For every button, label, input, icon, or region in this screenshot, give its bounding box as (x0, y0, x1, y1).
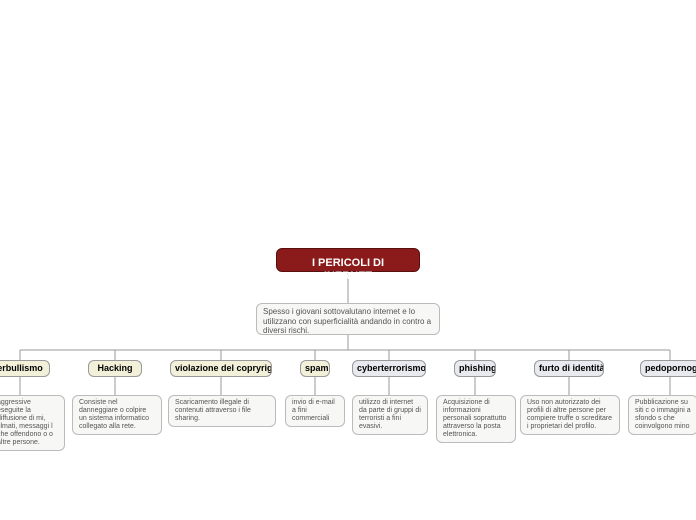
detail-text: Acquisizione di informazioni personali s… (443, 399, 506, 438)
detail-furto: Uso non autorizzato dei profili di altre… (520, 395, 620, 435)
detail-phishing: Acquisizione di informazioni personali s… (436, 395, 516, 443)
root-label: I PERICOLI DI INERNET (312, 257, 384, 282)
category-cyberbullismo: erbullismo (0, 360, 50, 377)
category-furto: furto di identità (534, 360, 604, 377)
category-pedoporno: pedopornogra (640, 360, 696, 377)
category-phishing: phishing (454, 360, 496, 377)
detail-cyberterrorismo: utilizzo di internet da parte di gruppi … (352, 395, 428, 435)
category-label: Hacking (97, 363, 132, 373)
root-node: I PERICOLI DI INERNET (276, 248, 420, 272)
category-label: cyberterrorismo (357, 363, 426, 373)
category-label: pedopornogra (645, 363, 696, 373)
detail-cyberbullismo: aggressive eseguite la diffusione di mi,… (0, 395, 65, 451)
category-hacking: Hacking (88, 360, 142, 377)
mindmap-canvas: I PERICOLI DI INERNET Spesso i giovani s… (0, 0, 696, 520)
detail-text: invio di e-mail a fini commerciali (292, 399, 335, 422)
category-cyberterrorismo: cyberterrorismo (352, 360, 426, 377)
category-label: furto di identità (539, 363, 604, 373)
description-node: Spesso i giovani sottovalutano internet … (256, 303, 440, 335)
category-violazione: violazione del copryright (170, 360, 272, 377)
detail-text: Scaricamento illegale di contenuti attra… (175, 399, 251, 422)
category-spam: spam (300, 360, 330, 377)
detail-spam: invio di e-mail a fini commerciali (285, 395, 345, 427)
detail-pedoporno: Pubblicazione su siti c o immagini a sfo… (628, 395, 696, 435)
detail-text: Consiste nel danneggiare o colpire un si… (79, 399, 149, 430)
detail-text: Uso non autorizzato dei profili di altre… (527, 399, 612, 430)
description-text: Spesso i giovani sottovalutano internet … (263, 307, 431, 335)
detail-text: utilizzo di internet da parte di gruppi … (359, 399, 421, 430)
detail-text: Pubblicazione su siti c o immagini a sfo… (635, 399, 691, 430)
detail-text: aggressive eseguite la diffusione di mi,… (0, 399, 53, 446)
category-label: phishing (459, 363, 496, 373)
category-label: erbullismo (0, 363, 43, 373)
detail-hacking: Consiste nel danneggiare o colpire un si… (72, 395, 162, 435)
category-label: spam (305, 363, 329, 373)
category-label: violazione del copryright (175, 363, 272, 373)
detail-violazione: Scaricamento illegale di contenuti attra… (168, 395, 276, 427)
